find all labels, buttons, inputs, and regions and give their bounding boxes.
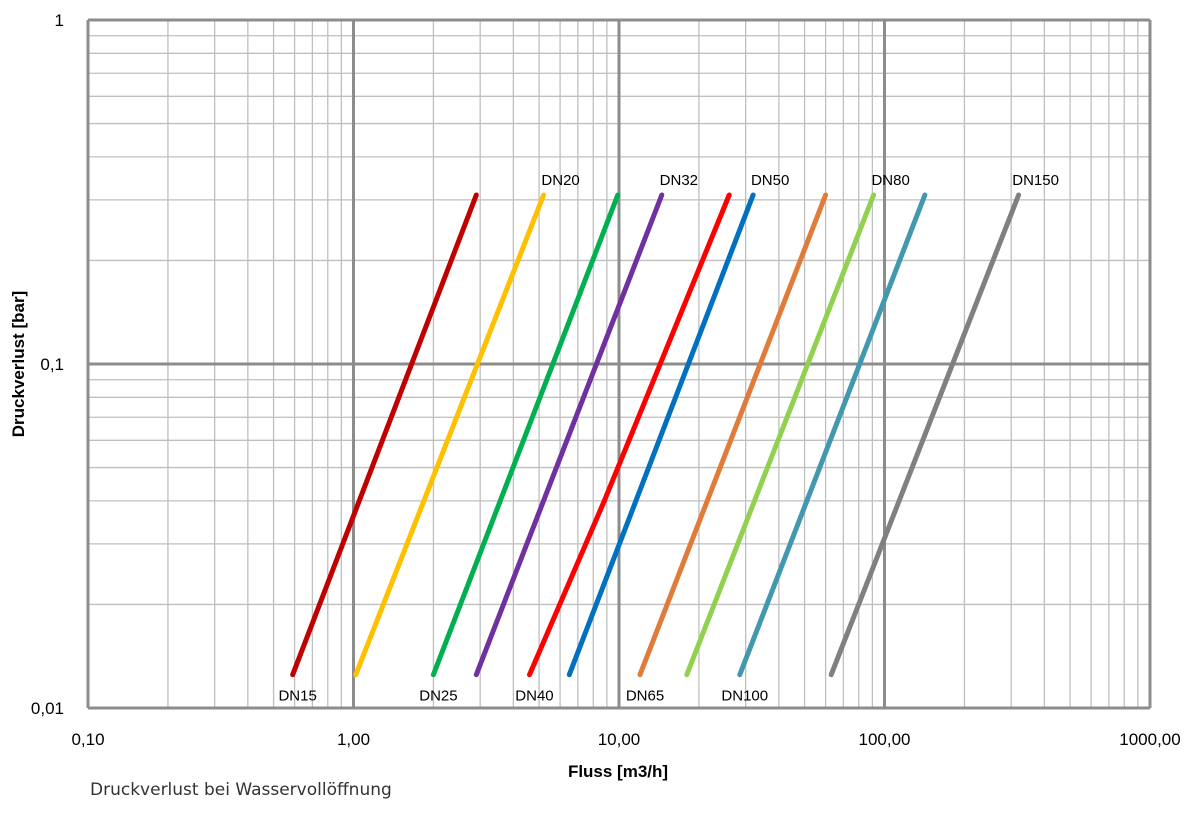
series-line-dn25 (430, 192, 621, 678)
series-line-dn32 (473, 192, 665, 678)
series-label-dn32: DN32 (660, 172, 698, 189)
x-tick-label: 1,00 (337, 730, 370, 749)
chart-caption: Druckverlust bei Wasservollöffnung (90, 780, 392, 800)
series-label-dn65: DN65 (626, 688, 664, 705)
series-label-dn15: DN15 (278, 688, 316, 705)
series-label-dn25: DN25 (419, 688, 457, 705)
series-line-dn65 (637, 192, 829, 678)
x-tick-label: 10,00 (598, 730, 641, 749)
series-label-dn100: DN100 (721, 688, 768, 705)
x-tick-label: 1000,00 (1119, 730, 1180, 749)
series-line-dn20 (353, 192, 547, 678)
y-tick-label: 0,1 (40, 355, 64, 374)
series-line-dn100 (737, 192, 928, 678)
y-tick-label: 1 (55, 11, 64, 30)
series-line-dn15 (290, 192, 479, 678)
series-label-dn80: DN80 (871, 172, 909, 189)
series-line-dn80 (684, 192, 877, 678)
x-axis-title: Fluss [m3/h] (568, 762, 668, 781)
series-line-dn150 (828, 192, 1022, 678)
series-line-dn40 (527, 192, 732, 678)
series-lines (290, 192, 1022, 678)
y-axis-title: Druckverlust [bar] (9, 291, 28, 437)
x-tick-label: 0,10 (71, 730, 104, 749)
y-tick-label: 0,01 (31, 699, 64, 718)
y-axis-tick-labels: 0,01 0,1 1 (31, 11, 64, 718)
series-label-dn40: DN40 (515, 688, 553, 705)
series-label-dn150: DN150 (1012, 172, 1059, 189)
series-labels: DN15 DN20 DN25 DN32 DN40 DN50 DN65 DN80 DN100 DN1… (278, 172, 1058, 705)
x-tick-label: 100,00 (859, 730, 911, 749)
major-gridlines (86, 18, 1152, 710)
series-label-dn50: DN50 (751, 172, 789, 189)
series-label-dn20: DN20 (541, 172, 579, 189)
x-axis-tick-labels: 0,10 1,00 10,00 100,00 1000,00 (71, 730, 1180, 749)
series-line-dn50 (566, 192, 756, 678)
